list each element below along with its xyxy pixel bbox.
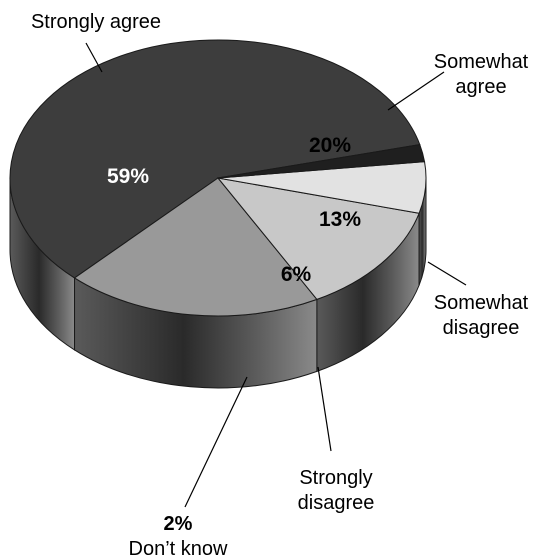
leader-lines — [85, 42, 467, 508]
leader-line — [387, 71, 445, 111]
slice-value-label: 20% — [309, 134, 351, 157]
slice-labels: 59% 20% 13% 6% Strongly agree Somewhat agree So… — [31, 11, 529, 558]
pie-slice — [73, 177, 318, 317]
slice-value-label: 59% — [107, 165, 149, 188]
leader-line — [85, 42, 103, 73]
slice-category-label: disagree — [443, 317, 520, 339]
slice-value-label: 13% — [319, 208, 361, 231]
leader-line — [317, 366, 332, 452]
pie-slice — [217, 144, 426, 179]
slice-category-label: agree — [455, 76, 506, 98]
slice-category-label: Somewhat — [434, 51, 529, 73]
pie-slice — [216, 177, 420, 300]
slice-category-label: disagree — [298, 492, 375, 514]
slice-value-label: 6% — [281, 263, 312, 286]
slice-category-label: Strongly agree — [31, 11, 161, 33]
slice-value-label: 2% — [164, 513, 193, 535]
leader-line — [427, 261, 467, 286]
pie-slice — [9, 39, 421, 279]
leader-line — [184, 376, 248, 508]
slice-category-label: Don’t know — [129, 538, 228, 558]
slice-category-label: Somewhat — [434, 292, 529, 314]
pie-top — [9, 39, 427, 317]
slice-category-label: Strongly — [299, 467, 372, 489]
